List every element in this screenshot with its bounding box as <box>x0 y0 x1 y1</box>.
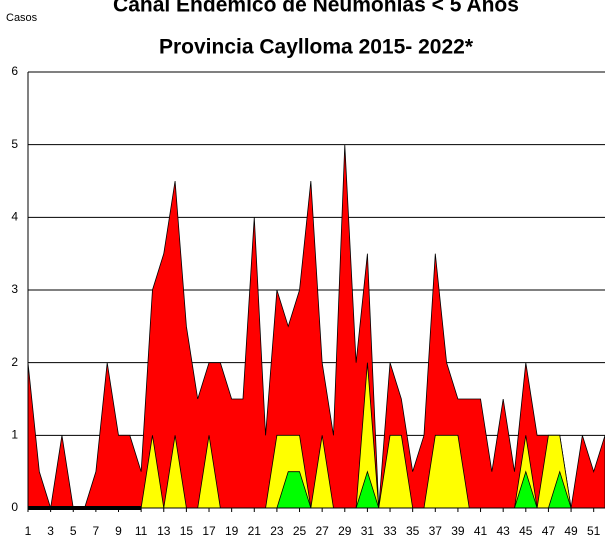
y-tick-label: 4 <box>11 210 18 224</box>
x-tick-label: 43 <box>496 524 510 538</box>
x-tick-label: 27 <box>315 524 329 538</box>
x-tick-label: 1 <box>25 524 32 538</box>
x-tick-label: 41 <box>474 524 488 538</box>
chart-subtitle: Provincia Caylloma 2015- 2022* <box>159 36 474 59</box>
y-tick-label: 3 <box>11 282 18 296</box>
x-tick-label: 17 <box>202 524 216 538</box>
x-tick-label: 35 <box>406 524 420 538</box>
x-tick-label: 31 <box>361 524 375 538</box>
y-tick-label: 0 <box>11 500 18 514</box>
x-tick-label: 5 <box>70 524 77 538</box>
x-tick-label: 19 <box>225 524 239 538</box>
x-tick-label: 13 <box>157 524 171 538</box>
y-tick-label: 1 <box>11 428 18 442</box>
x-tick-label: 45 <box>519 524 533 538</box>
y-tick-label: 6 <box>11 64 18 78</box>
x-tick-label: 23 <box>270 524 284 538</box>
y-tick-label: 2 <box>11 355 18 369</box>
x-tick-label: 49 <box>564 524 578 538</box>
x-tick-label: 25 <box>293 524 307 538</box>
x-tick-label: 3 <box>47 524 54 538</box>
x-tick-label: 7 <box>93 524 100 538</box>
x-tick-label: 33 <box>383 524 397 538</box>
y-tick-label: 5 <box>11 137 18 151</box>
x-tick-label: 11 <box>135 524 148 538</box>
x-tick-label: 15 <box>180 524 194 538</box>
x-tick-label: 21 <box>248 524 262 538</box>
y-axis-label: Casos <box>6 12 38 24</box>
area <box>27 144 605 509</box>
x-tick-label: 29 <box>338 524 352 538</box>
x-tick-label: 47 <box>542 524 556 538</box>
chart-title: Canal Endémico de Neumonías < 5 Años <box>113 0 519 17</box>
x-tick-label: 9 <box>115 524 122 538</box>
x-tick-label: 37 <box>429 524 443 538</box>
x-tick-label: 39 <box>451 524 465 538</box>
x-tick-label: 51 <box>587 524 601 538</box>
